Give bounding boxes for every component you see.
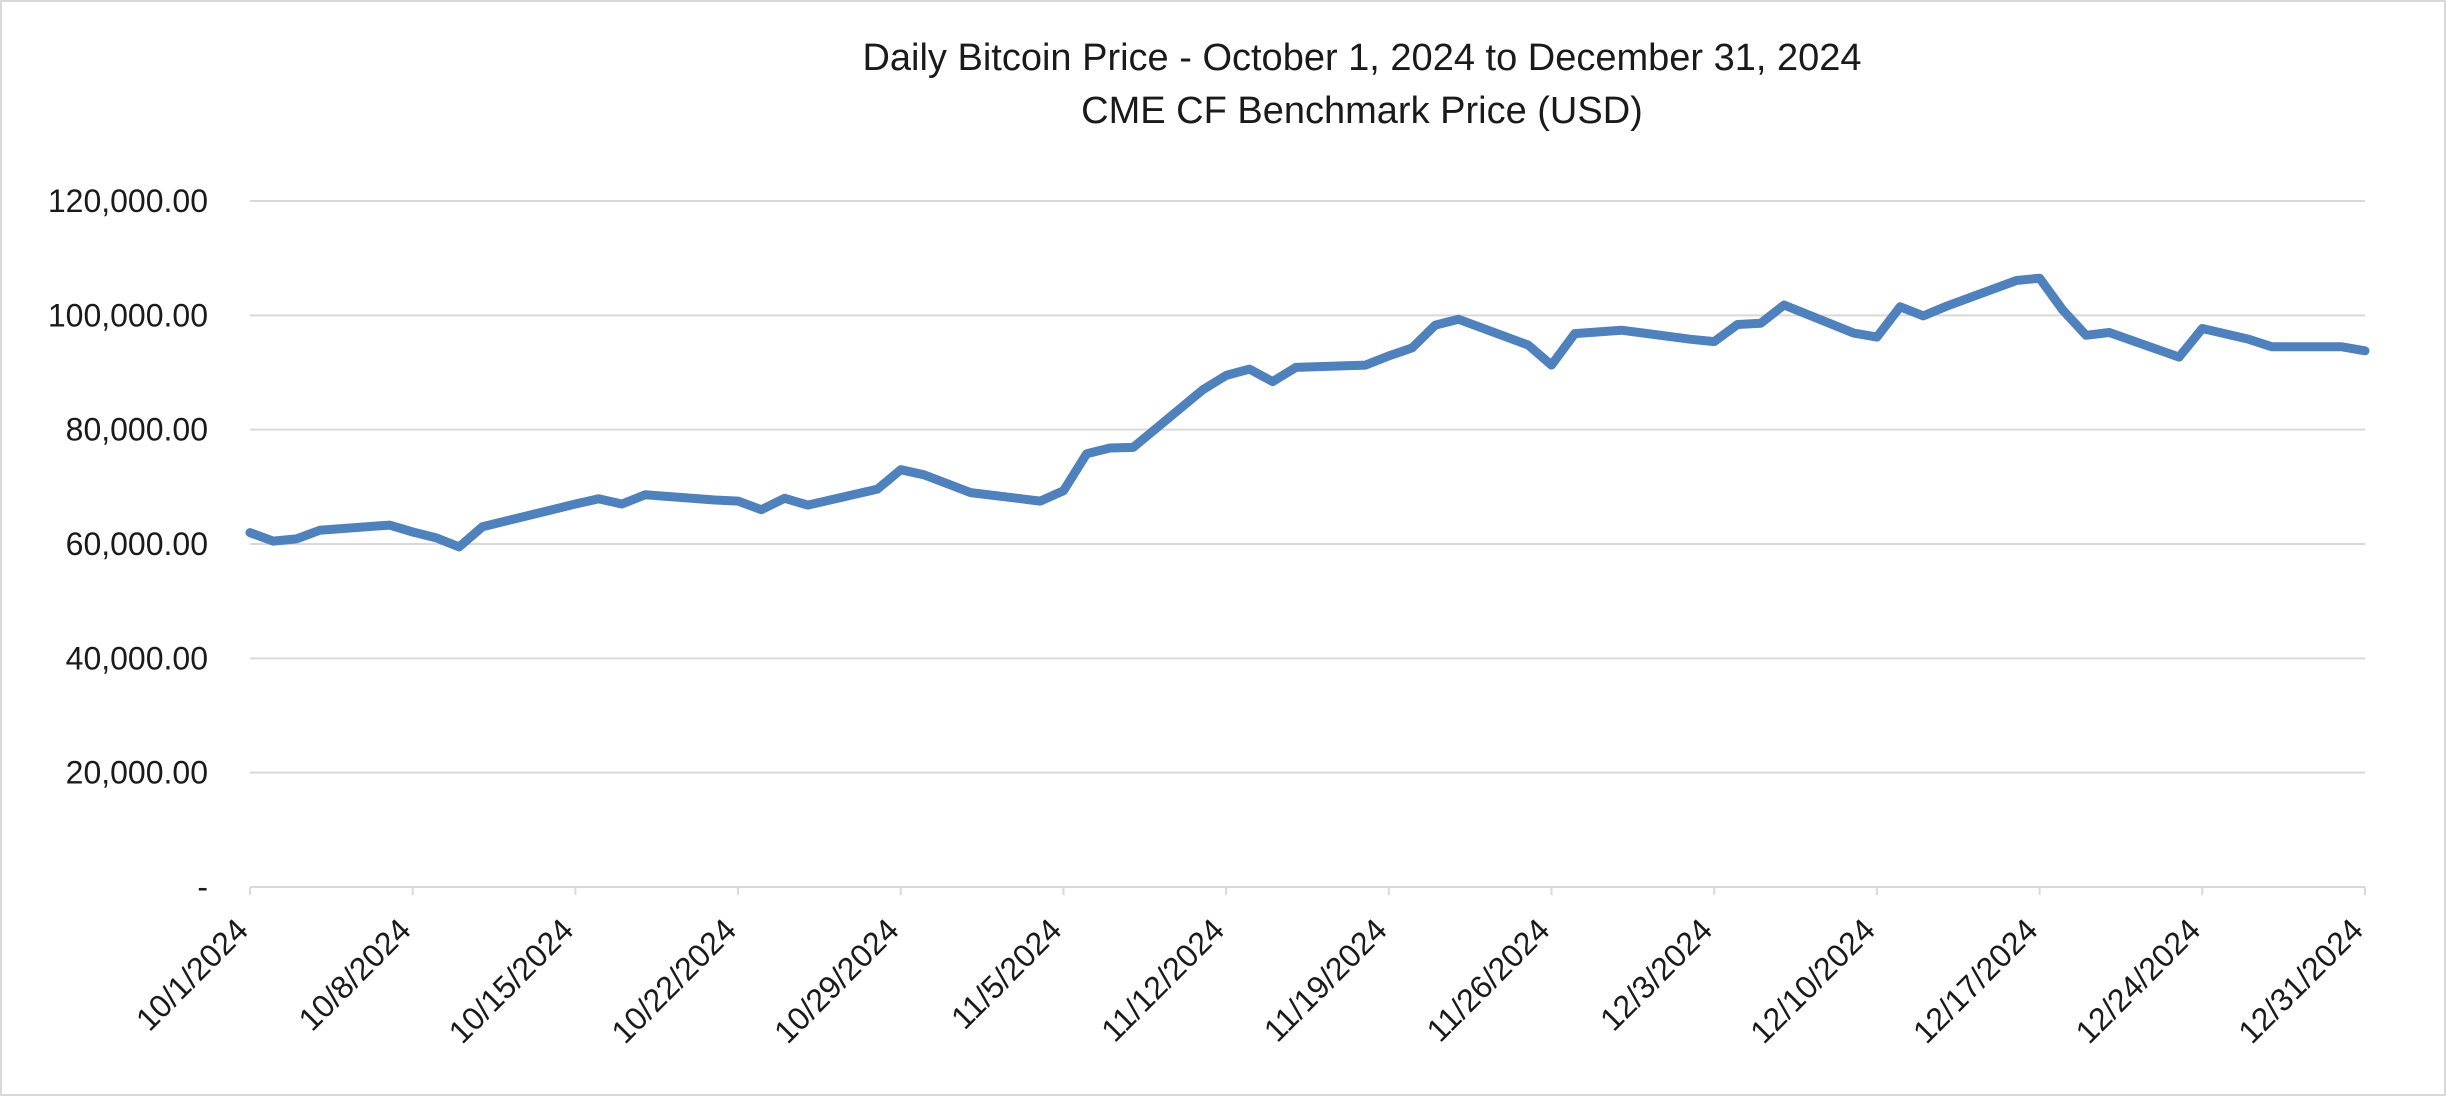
data-point xyxy=(574,503,576,505)
data-point xyxy=(551,509,553,511)
gridlines xyxy=(250,200,2365,888)
data-point xyxy=(1458,318,1460,320)
data-point xyxy=(412,531,414,533)
x-tick-label: 12/31/2024 xyxy=(2231,911,2370,1050)
x-tick-label: 10/22/2024 xyxy=(604,911,743,1050)
data-point xyxy=(1272,381,1274,383)
data-point xyxy=(1922,315,1924,317)
x-tick-label: 10/29/2024 xyxy=(767,911,906,1050)
data-point xyxy=(481,526,483,528)
data-point xyxy=(319,529,321,531)
data-point xyxy=(2178,356,2180,358)
data-point xyxy=(760,509,762,511)
data-point xyxy=(249,532,251,534)
data-point xyxy=(900,469,902,471)
data-point xyxy=(1086,453,1088,455)
x-tick-label: 12/17/2024 xyxy=(1906,911,2045,1050)
data-point xyxy=(2271,346,2273,348)
data-point xyxy=(1109,447,1111,449)
price-series-line xyxy=(245,273,2370,552)
x-tick-label: 12/3/2024 xyxy=(1593,911,1719,1037)
data-point xyxy=(388,524,390,526)
x-tick-label: 12/10/2024 xyxy=(1743,911,1882,1050)
data-point xyxy=(1946,305,1948,307)
data-point xyxy=(1295,366,1297,368)
data-point xyxy=(295,538,297,540)
data-point xyxy=(1620,329,1622,331)
data-point xyxy=(1760,322,1762,324)
x-tick-label: 11/5/2024 xyxy=(944,911,1068,1035)
data-point xyxy=(1365,364,1367,366)
data-point xyxy=(1225,374,1227,376)
x-tick-label: 11/12/2024 xyxy=(1094,911,1231,1048)
data-point xyxy=(2341,346,2343,348)
y-tick-label: 40,000.00 xyxy=(66,640,208,676)
data-point xyxy=(807,504,809,506)
series-group xyxy=(245,273,2370,552)
data-point xyxy=(1039,500,1041,502)
data-point xyxy=(2015,279,2017,281)
data-point xyxy=(1783,304,1785,306)
data-point xyxy=(598,498,600,500)
data-point xyxy=(1551,364,1553,366)
data-point xyxy=(1736,323,1738,325)
x-axis: 10/1/2024 10/8/2024 10/15/2024 10/22/2024 10… xyxy=(129,887,2370,1050)
data-point xyxy=(1248,368,1250,370)
data-point xyxy=(1132,446,1134,448)
data-point xyxy=(1853,332,1855,334)
y-axis: - 20,000.00 40,000.00 60,000.00 80,000.00 100… xyxy=(48,183,208,905)
chart-subtitle: CME CF Benchmark Price (USD) xyxy=(1081,90,1643,132)
data-point xyxy=(923,474,925,476)
data-point xyxy=(2085,334,2087,336)
data-point xyxy=(1527,344,1529,346)
data-point xyxy=(877,488,879,490)
data-point xyxy=(2248,338,2250,340)
data-point xyxy=(1202,389,1204,391)
data-point xyxy=(1899,306,1901,308)
y-tick-label: - xyxy=(197,869,208,905)
y-tick-label: 80,000.00 xyxy=(66,412,208,448)
y-tick-label: 100,000.00 xyxy=(48,297,208,333)
data-point xyxy=(1690,338,1692,340)
data-point xyxy=(784,497,786,499)
data-point xyxy=(435,537,437,539)
y-tick-label: 60,000.00 xyxy=(66,526,208,562)
data-point xyxy=(1388,355,1390,357)
data-point xyxy=(1876,336,1878,338)
data-point xyxy=(969,492,971,494)
data-point xyxy=(458,546,460,548)
data-point xyxy=(2108,331,2110,333)
data-point xyxy=(737,500,739,502)
data-point xyxy=(1713,341,1715,343)
data-point xyxy=(2364,350,2366,352)
chart-title: Daily Bitcoin Price - October 1, 2024 to… xyxy=(862,37,1861,79)
data-point xyxy=(644,494,646,496)
data-point xyxy=(621,503,623,505)
x-tick-label: 11/26/2024 xyxy=(1419,911,1556,1048)
x-tick-label: 10/15/2024 xyxy=(442,911,581,1050)
data-point xyxy=(1411,347,1413,349)
data-point xyxy=(714,499,716,501)
data-point xyxy=(2201,327,2203,329)
x-tick-label: 11/19/2024 xyxy=(1257,911,1394,1048)
data-point xyxy=(2062,309,2064,311)
data-point xyxy=(1434,324,1436,326)
y-tick-label: 120,000.00 xyxy=(48,183,208,219)
data-point xyxy=(2039,277,2041,279)
x-tick-label: 12/24/2024 xyxy=(2069,911,2208,1050)
y-tick-label: 20,000.00 xyxy=(66,755,208,791)
data-point xyxy=(1062,490,1064,492)
x-tick-label: 10/8/2024 xyxy=(292,911,418,1037)
x-tick-label: 10/1/2024 xyxy=(129,911,255,1037)
data-point xyxy=(272,540,274,542)
data-point xyxy=(1574,333,1576,335)
